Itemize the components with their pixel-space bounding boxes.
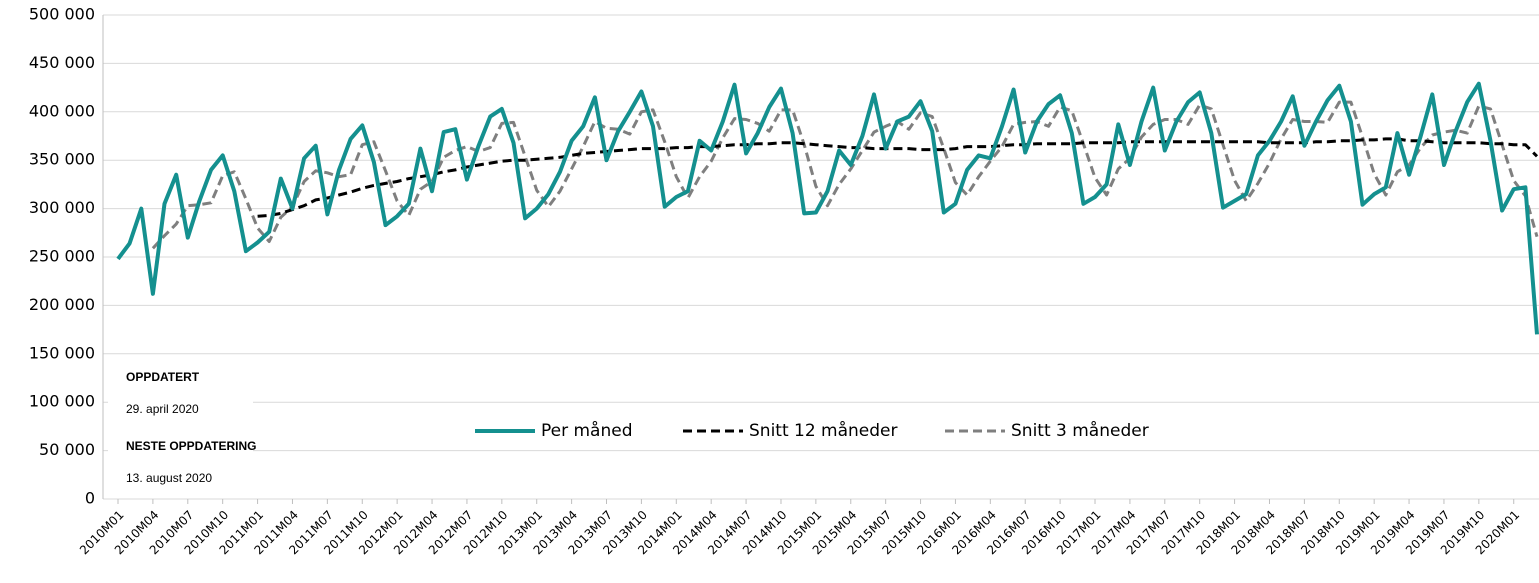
annotation: NESTE OPPDATERING bbox=[126, 439, 256, 453]
y-tick-label: 50 000 bbox=[39, 440, 95, 459]
y-tick-label: 150 000 bbox=[29, 343, 95, 362]
y-tick-label: 350 000 bbox=[29, 150, 95, 169]
legend-label: Snitt 12 måneder bbox=[749, 420, 898, 441]
annotation: OPPDATERT bbox=[126, 370, 200, 384]
y-tick-label: 450 000 bbox=[29, 53, 95, 72]
y-tick-label: 100 000 bbox=[29, 392, 95, 411]
y-tick-label: 300 000 bbox=[29, 198, 95, 217]
annotation-box bbox=[108, 362, 253, 492]
y-tick-label: 400 000 bbox=[29, 101, 95, 120]
series-line bbox=[257, 137, 1539, 218]
series-line bbox=[151, 100, 1539, 250]
y-tick-label: 200 000 bbox=[29, 295, 95, 314]
y-tick-label: 250 000 bbox=[29, 247, 95, 266]
y-tick-label: 0 bbox=[85, 489, 95, 508]
annotation: 13. august 2020 bbox=[126, 471, 212, 485]
series-line bbox=[116, 81, 1539, 335]
legend-label: Per måned bbox=[541, 420, 633, 441]
y-tick-label: 500 000 bbox=[29, 5, 95, 24]
legend-box bbox=[468, 417, 1188, 446]
legend-label: Snitt 3 måneder bbox=[1011, 420, 1149, 441]
annotation: 29. april 2020 bbox=[126, 402, 199, 416]
